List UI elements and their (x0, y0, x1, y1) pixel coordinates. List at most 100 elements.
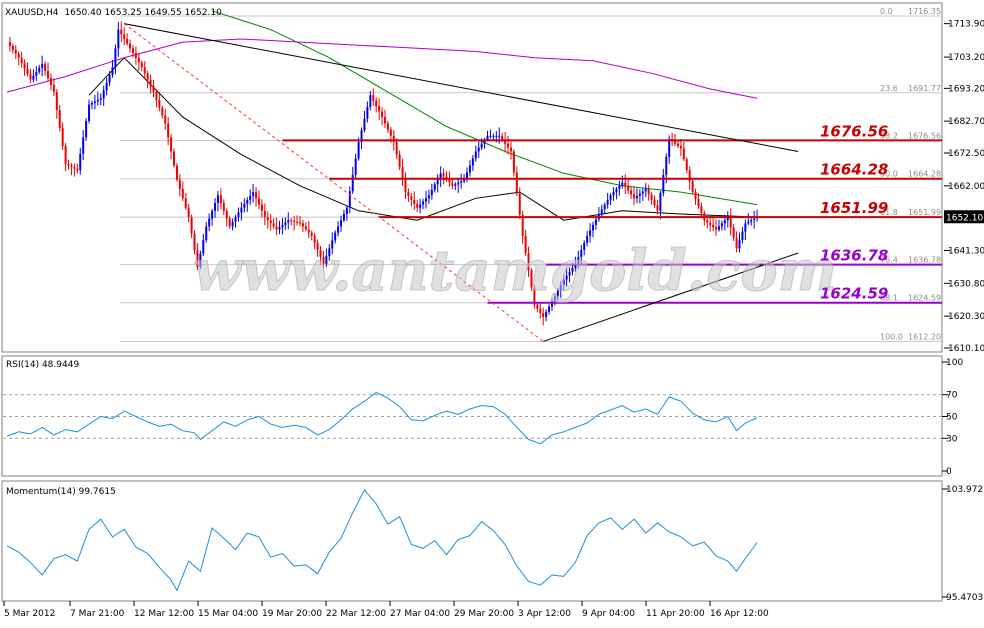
momentum-line (6, 489, 758, 592)
candle-bear (149, 79, 152, 86)
candle-bull (594, 219, 597, 225)
candle-bear (691, 181, 694, 193)
candle-bear (129, 43, 132, 49)
candle-bull (486, 135, 489, 140)
candle-bull (328, 248, 331, 257)
candle-bull (556, 290, 559, 296)
candle-bull (436, 178, 439, 185)
momentum-title: Momentum(14) 99.7615 (6, 487, 116, 497)
candle-bull (357, 142, 360, 159)
candle-bull (750, 220, 753, 222)
candle-bull (430, 189, 433, 196)
candle-bear (527, 253, 530, 271)
candle-bear (225, 210, 228, 219)
candle-bull (246, 199, 249, 204)
candle-bear (515, 172, 518, 194)
candle-bull (35, 71, 38, 76)
candle-bull (337, 226, 340, 233)
time-axis: 5 Mar 2012 7 Mar 21:00 12 Mar 12:00 15 Mar … (3, 601, 769, 619)
candle-bear (624, 182, 627, 187)
candle-bear (539, 308, 542, 313)
candle-bear (55, 92, 58, 111)
candle-bull (243, 203, 246, 208)
candle-bear (404, 179, 407, 193)
moving-averages (6, 10, 758, 221)
candle-bull (85, 120, 88, 138)
candle-bear (76, 168, 79, 171)
fib-ratio-label: 76.4 (880, 256, 898, 265)
moving-average-green (211, 10, 758, 206)
candle-bear (49, 78, 52, 86)
candle-bull (615, 188, 618, 193)
candle-bull (559, 285, 562, 291)
time-tick-label: 19 Mar 20:00 (262, 609, 322, 619)
candle-bear (152, 85, 155, 93)
candle-bull (205, 226, 208, 240)
rsi-tick-label: 0 (946, 467, 952, 477)
candle-bear (372, 95, 375, 101)
fib-ratio-label: 50.0 (880, 170, 898, 179)
price-tick-label: 1620.30 (948, 312, 984, 322)
fib-price-label: 1612.20 (908, 332, 941, 341)
candle-bull (457, 182, 460, 185)
candle-bear (451, 182, 454, 186)
candle-bear (383, 117, 386, 124)
candle-bull (662, 174, 665, 193)
level-labels: 1676.56 1664.28 1651.99 1636.78 1624.59 (820, 122, 888, 302)
candle-bull (747, 221, 750, 224)
candle-bear (187, 207, 190, 218)
candle-bull (88, 104, 91, 121)
rsi-tick-label: 50 (946, 413, 958, 423)
candle-bear (134, 53, 137, 58)
price-tick-label: 1672.50 (948, 149, 984, 159)
fib-ratio-label: 88.1 (880, 294, 898, 303)
trendlines (123, 23, 799, 342)
candle-bull (105, 82, 108, 91)
price-tick-label: 1630.80 (948, 279, 984, 289)
candle-bear (269, 220, 272, 224)
candle-bull (565, 275, 568, 280)
candle-bull (586, 235, 589, 243)
candle-bull (234, 217, 237, 222)
candle-bear (126, 38, 129, 44)
candle-bear (712, 224, 715, 228)
candle-bull (102, 90, 105, 99)
candle-bear (196, 250, 199, 268)
candle-bull (342, 213, 345, 221)
candle-bull (82, 137, 85, 154)
candle-bear (392, 135, 395, 143)
candle-bull (325, 256, 328, 264)
price-tick-label: 1641.30 (948, 247, 984, 257)
candle-bull (495, 135, 498, 137)
candle-bull (463, 179, 466, 182)
candle-bull (580, 249, 583, 257)
candle-bull (492, 135, 495, 137)
candle-bear (161, 107, 164, 116)
rsi-tick-label: 100 (946, 358, 963, 368)
candle-bull (331, 240, 334, 249)
candle-bear (301, 223, 304, 227)
candle-bear (398, 154, 401, 168)
candle-bear (123, 34, 126, 39)
candle-bull (583, 242, 586, 250)
price-tick-label: 1610.10 (948, 344, 984, 354)
candle-bear (533, 287, 536, 305)
candle-bear (70, 165, 73, 168)
candle-bear (416, 203, 419, 208)
candle-bear (29, 74, 32, 80)
candle-bear (131, 48, 134, 54)
candle-bear (674, 141, 677, 144)
candle-bull (592, 224, 594, 231)
candle-bull (562, 279, 565, 286)
candle-bull (348, 191, 351, 208)
candle-bull (111, 67, 114, 75)
price-tick-label: 1703.20 (948, 53, 984, 63)
candle-bear (11, 45, 14, 50)
fib-ratio-label: 61.8 (880, 208, 898, 217)
rsi-line (6, 391, 758, 445)
candle-bull (545, 311, 548, 318)
candle-bull (726, 217, 729, 221)
candle-bear (58, 110, 61, 129)
